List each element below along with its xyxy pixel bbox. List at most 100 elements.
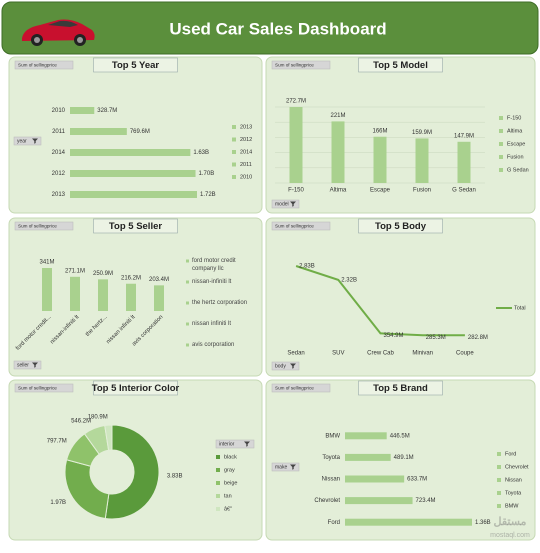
data-label: 1.97B	[50, 500, 66, 506]
legend-swatch	[497, 504, 501, 508]
x-tick-label: Altima	[330, 188, 347, 194]
x-tick-label: Fusion	[413, 188, 431, 194]
filter-button	[271, 361, 300, 371]
title-box	[93, 57, 178, 73]
car-logo	[22, 19, 95, 46]
legend-label: Escape	[507, 141, 525, 147]
data-label: 250.9M	[93, 271, 113, 277]
legend-swatch	[232, 125, 236, 129]
filter-icon	[32, 138, 38, 144]
data-label: 271.1M	[65, 268, 85, 274]
dashboard-title: Used Car Sales Dashboard	[169, 19, 386, 38]
bar	[42, 268, 52, 311]
legend-label: Toyota	[505, 490, 522, 496]
bar	[415, 138, 429, 183]
data-label: 2.32B	[341, 277, 357, 283]
field-label: Sum of sellingprice	[275, 385, 314, 390]
watermark: mostaql.com	[490, 532, 530, 539]
legend-swatch	[186, 259, 189, 263]
legend-label: nissan infiniti lt	[192, 321, 232, 327]
legend-swatch	[499, 116, 503, 120]
legend-label: 2010	[240, 174, 252, 180]
panel-title: Top 5 Brand	[373, 383, 428, 394]
legend-box: the hertz corporation	[192, 300, 248, 306]
legend-label: gray	[224, 467, 235, 473]
bar	[289, 107, 303, 183]
filter-button	[13, 360, 42, 370]
legend-label: beige	[224, 480, 237, 486]
legend-swatch	[232, 162, 236, 167]
title-box	[93, 380, 178, 396]
x-tick-label: Sedan	[287, 351, 304, 357]
field-label: Sum of sellingprice	[275, 223, 314, 228]
data-label: 328.7M	[97, 108, 117, 114]
data-label: 180.9M	[88, 415, 108, 421]
data-label: 272.7M	[286, 99, 306, 105]
data-label: 1.36B	[475, 520, 491, 526]
legend-swatch	[216, 494, 220, 498]
legend-label: Altima	[507, 128, 523, 134]
y-tick-label: Chevrolet	[314, 498, 340, 504]
legend-label: 2014	[240, 149, 252, 155]
bar	[70, 276, 80, 311]
y-tick-label: 2013	[52, 192, 66, 198]
legend-label: 2012	[240, 137, 252, 143]
x-tick-label: G Sedan	[452, 188, 476, 194]
bar	[98, 279, 108, 311]
bar	[70, 128, 127, 135]
legend-label: Total	[514, 305, 526, 311]
bar	[126, 283, 136, 311]
y-tick-label: Ford	[328, 520, 340, 526]
legend-label: 2013	[240, 124, 252, 130]
y-tick-label: 2011	[52, 129, 66, 135]
x-tick-label: F-150	[288, 188, 304, 194]
legend-label: Ford	[505, 451, 516, 457]
x-tick-label: Minivan	[412, 351, 433, 357]
line	[295, 265, 465, 337]
legend-label: BMW	[505, 503, 519, 509]
data-label: 769.6M	[130, 129, 150, 135]
legend-title: interior	[219, 441, 235, 447]
legend-label: avis corporation	[192, 342, 235, 348]
filter-label: year	[17, 139, 27, 145]
legend-swatch	[499, 168, 503, 172]
data-label: 3.83B	[167, 474, 183, 480]
legend-swatch	[186, 343, 189, 347]
filter-icon	[290, 201, 296, 207]
legend-swatch	[216, 468, 220, 472]
title-box	[358, 380, 443, 396]
filter-button	[271, 462, 300, 472]
x-tick-label: SUV	[332, 351, 344, 357]
bar	[373, 136, 387, 183]
data-label: 282.8M	[468, 335, 488, 341]
legend-label: the hertz corporation	[192, 300, 248, 306]
panel-title: Top 5 Seller	[109, 221, 162, 232]
panel-title: Top 5 Interior Color	[92, 383, 180, 394]
legend-label: ford motor credit company llc	[192, 258, 236, 272]
field-button	[271, 383, 331, 393]
filter-icon	[290, 464, 296, 470]
filter-icon	[244, 441, 250, 447]
header-bar	[1, 1, 539, 55]
panel	[265, 56, 536, 214]
x-tick-label: Escape	[370, 188, 391, 194]
legend-label: 2011	[240, 162, 252, 168]
panel	[265, 217, 536, 377]
legend-label: nissan-infiniti lt	[192, 279, 232, 285]
field-button	[14, 383, 74, 393]
bar	[70, 191, 197, 198]
panel-title: Top 5 Body	[375, 221, 427, 232]
data-label: 1.70B	[199, 171, 215, 177]
legend-swatch	[216, 507, 220, 511]
bar	[345, 497, 413, 505]
legend-swatch	[499, 155, 503, 159]
data-label: 147.9M	[454, 133, 474, 139]
data-label: 166M	[372, 128, 387, 134]
pie-slice	[104, 424, 160, 520]
pie-slice	[104, 424, 113, 451]
field-label: Sum of sellingprice	[18, 62, 57, 67]
legend-header	[215, 439, 255, 449]
legend-swatch	[499, 142, 503, 146]
bar	[154, 285, 164, 311]
